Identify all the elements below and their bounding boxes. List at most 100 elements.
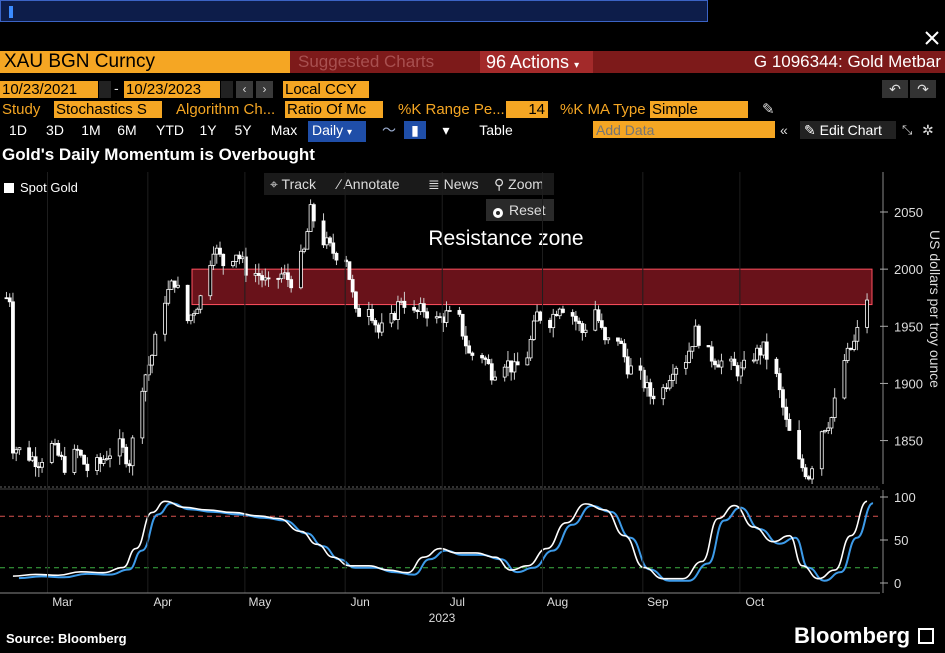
candle-body xyxy=(253,273,258,276)
resize-icon[interactable]: ⤡ xyxy=(902,122,913,137)
ticker-field[interactable]: XAU BGN Curncy xyxy=(0,51,290,73)
stoch-d-line xyxy=(18,502,874,582)
candle-body xyxy=(169,280,174,290)
candle-body xyxy=(289,279,294,289)
calendar-icon[interactable] xyxy=(221,81,233,98)
candle-body xyxy=(502,366,507,378)
candle-body xyxy=(153,333,158,356)
line-chart-icon[interactable]: 〜 xyxy=(382,122,396,138)
tab-1d[interactable]: 1D xyxy=(9,122,27,138)
chevron-down-icon[interactable]: ▾ xyxy=(442,122,450,138)
candle-body xyxy=(353,291,358,309)
edit-chart-button[interactable]: ✎ Edit Chart xyxy=(800,121,896,139)
pencil-icon: ∕ xyxy=(338,176,341,192)
candle-body xyxy=(218,247,222,255)
tab-1m[interactable]: 1M xyxy=(81,122,101,138)
chevron-down-icon: ▾ xyxy=(347,127,353,138)
tab-3d[interactable]: 3D xyxy=(46,122,64,138)
annotate-tool[interactable]: ∕ Annotate xyxy=(338,174,400,194)
table-button[interactable]: Table xyxy=(479,122,513,138)
expand-icon[interactable] xyxy=(918,628,935,644)
legend-swatch xyxy=(4,183,14,193)
reset-button[interactable]: Reset xyxy=(486,199,554,221)
candle-body xyxy=(493,376,497,381)
candle-body xyxy=(321,220,326,246)
tab-5y[interactable]: 5Y xyxy=(234,122,252,138)
candle-body xyxy=(774,358,779,374)
candle-body xyxy=(548,319,552,329)
candle-chart-icon[interactable]: ▮ xyxy=(404,121,426,139)
candle-body xyxy=(561,308,565,313)
tab-6m[interactable]: 6M xyxy=(117,122,137,138)
algorithm-select[interactable]: Ratio Of Mc xyxy=(285,101,383,118)
candle-body xyxy=(719,360,724,368)
tab-ytd[interactable]: YTD xyxy=(156,122,184,138)
add-data-input[interactable] xyxy=(593,121,775,138)
collapse-icon[interactable]: « xyxy=(780,122,788,138)
tab-daily[interactable]: Daily ▾ xyxy=(308,121,366,142)
candle-body xyxy=(221,253,226,267)
candle-body xyxy=(85,463,90,471)
close-icon[interactable] xyxy=(922,28,942,48)
actions-label: 96 Actions xyxy=(486,52,570,72)
candle-body xyxy=(14,449,19,454)
candle-body xyxy=(234,254,239,262)
prev-period-button[interactable]: ‹ xyxy=(236,81,253,98)
candle-body xyxy=(308,204,313,232)
price-tick-label: 1950 xyxy=(894,319,923,334)
candle-body xyxy=(483,357,488,360)
x-tick-label: Mar xyxy=(52,595,73,609)
candle-body xyxy=(489,363,494,381)
currency-select[interactable]: Local CCY xyxy=(283,81,369,98)
tab-1y[interactable]: 1Y xyxy=(199,122,217,138)
candle-body xyxy=(625,356,630,375)
calendar-icon[interactable] xyxy=(99,81,111,98)
legend-label: Spot Gold xyxy=(20,180,78,195)
stoch-tick-label: 50 xyxy=(894,533,908,548)
candle-body xyxy=(758,347,763,356)
candle-body xyxy=(842,360,847,399)
chart-toolbar: ⌖ Track ∕ Annotate ≣ News ⚲ Zoom xyxy=(264,173,554,195)
tab-max[interactable]: Max xyxy=(270,122,298,138)
candle-body xyxy=(140,390,145,439)
header-bar xyxy=(290,51,945,73)
suggested-charts-button[interactable]: Suggested Charts xyxy=(298,52,435,71)
end-date-field[interactable]: 10/23/2023 xyxy=(124,81,220,98)
k-range-field[interactable]: 14 xyxy=(506,101,548,118)
command-line-input[interactable] xyxy=(0,0,708,22)
start-date-field[interactable]: 10/23/2021 xyxy=(0,81,98,98)
price-tick-label: 1850 xyxy=(894,434,923,449)
zoom-tool[interactable]: ⚲ Zoom xyxy=(494,174,544,194)
candle-body xyxy=(324,237,329,246)
candle-body xyxy=(78,449,83,456)
redo-icon[interactable]: ↷ xyxy=(910,80,936,98)
candle-body xyxy=(185,284,190,322)
actions-menu[interactable]: 96 Actions ▾ xyxy=(480,51,593,73)
candle-body xyxy=(75,448,80,451)
k-ma-type-select[interactable]: Simple xyxy=(650,101,748,118)
candle-body xyxy=(855,326,860,342)
stoch-tick-label: 100 xyxy=(894,490,916,505)
candle-body xyxy=(143,374,148,392)
candle-body xyxy=(528,339,533,359)
candle-body xyxy=(366,308,371,317)
candle-body xyxy=(606,337,611,341)
candle-body xyxy=(7,297,12,303)
candle-body xyxy=(328,237,332,244)
pencil-icon[interactable]: ✎ xyxy=(762,101,775,118)
gear-icon[interactable]: ✲ xyxy=(922,122,934,138)
candle-body xyxy=(208,264,213,297)
next-period-button[interactable]: › xyxy=(256,81,273,98)
news-tool[interactable]: ≣ News xyxy=(428,174,479,194)
track-tool[interactable]: ⌖ Track xyxy=(270,174,316,194)
study-select[interactable]: Stochastics S xyxy=(54,101,162,118)
candle-body xyxy=(709,346,714,362)
undo-icon[interactable]: ↶ xyxy=(882,80,908,98)
candle-body xyxy=(826,427,831,431)
candle-body xyxy=(638,365,643,371)
candle-body xyxy=(389,313,394,324)
candle-body xyxy=(480,355,484,359)
candle-body xyxy=(557,308,562,317)
candle-body xyxy=(279,273,284,280)
